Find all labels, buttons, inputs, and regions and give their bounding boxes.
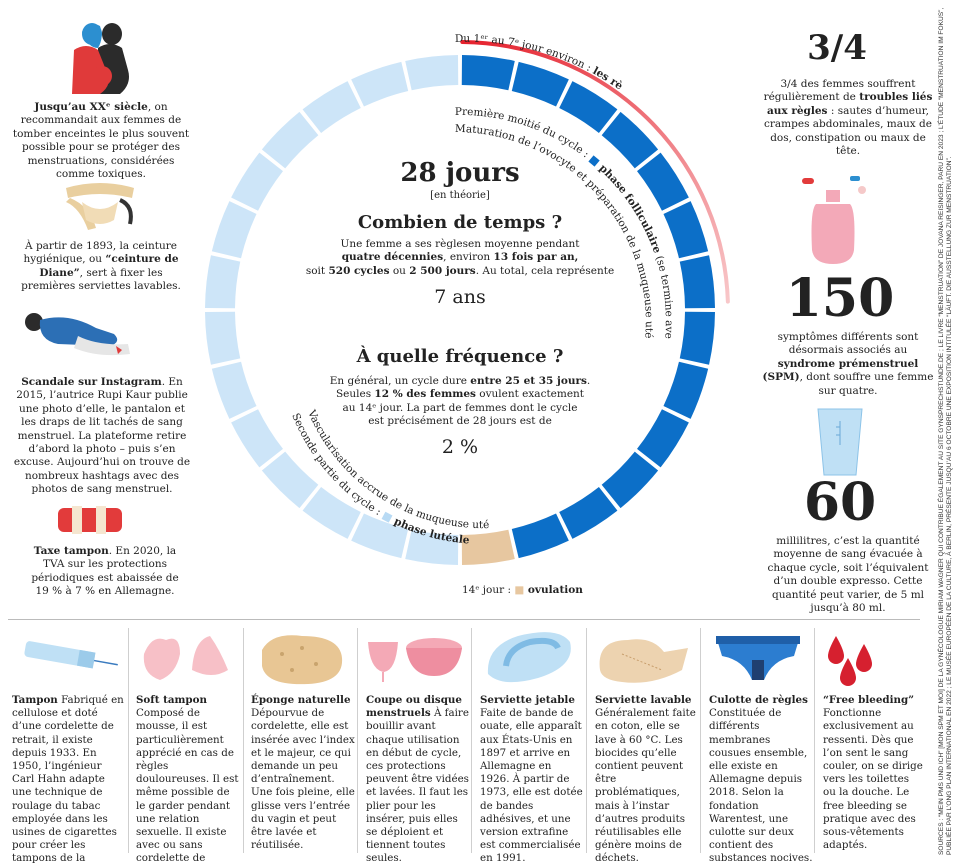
cycle-day-segment [461,529,515,565]
sponge-icon [262,635,343,685]
ovulation-label: 14ᵉ jour : ■ ovulation [462,584,583,596]
cycle-day-segment [261,451,319,509]
cycle-day-segment [679,255,715,309]
cycle-day-segment [302,487,361,539]
product-period-underwear: Culotte de règles Constituée de différent… [709,694,813,865]
cycle-day-segment [637,152,689,211]
cycle-segments [205,55,715,565]
cycle-day-segment [663,361,709,419]
q2-title: À quelle fréquence ? [356,346,564,367]
menstrual-cup-icon [368,638,462,682]
measuring-cup-icon [817,408,863,476]
cycle-day-segment [663,201,709,259]
cycle-day-segment [637,409,689,468]
cycle-day-segment [261,111,319,169]
product-soft-tampon: Soft tampon Composé de mousse, il est par… [136,694,239,865]
soft-tampon-icon [143,636,228,680]
stat-60-text: millilitres, c’est la quantité moyenne d… [767,535,929,615]
cycle-day-segment [351,61,409,107]
reclining-woman-illustration [25,313,130,356]
cycle-day-segment [679,311,715,365]
blood-drops-icon [828,636,872,686]
tampon-tax-illustration [58,506,122,534]
column-divider [586,628,587,853]
product-free-bleeding: “Free bleeding” Fonctionne exclusivement … [823,694,923,852]
product-reusable-pad: Serviette lavable Généralement faite en c… [595,694,696,865]
section-divider [8,619,920,620]
cycle-days: 28 jours [400,158,520,188]
q1-total: 7 ans [434,286,486,308]
cycle-day-segment [302,81,361,133]
disposable-pad-icon [487,632,571,683]
reusable-pad-icon [599,639,688,683]
cycle-day-segment [511,513,569,559]
cycle-day-segment [231,409,283,468]
stat-three-quarters: 3/4 [807,28,867,68]
cycle-day-segment [231,152,283,211]
stat-three-quarters-text: 3/4 des femmes souffrent régulièrement d… [763,78,933,158]
column-divider [243,628,244,853]
cycle-day-segment [601,111,659,169]
product-cup: Coupe ou disque menstruels À faire bouil… [366,694,469,865]
cycle-day-segment [461,55,515,91]
history-text-1: Jusqu’au XXᵉ siècle, on recommandait aux… [12,101,190,181]
q2-text: En général, un cycle dure entre 25 et 35… [329,375,591,428]
cycle-day-segment [211,201,257,259]
column-divider [814,628,815,853]
cycle-day-segment [405,529,459,565]
cycle-day-segment [205,311,241,365]
cycle-day-segment [559,487,618,539]
history-text-4: Taxe tampon. En 2020, la TVA sur les pro… [31,545,179,598]
cycle-ring: Du 1ᵉʳ au 7ᵉ jour environ : les règles P… [200,10,730,596]
q1-title: Combien de temps ? [357,212,563,233]
stat-150: 150 [785,268,895,329]
sources-text: SOURCES : “MEIN PMS UND ICH” [MON SPM ET… [938,7,954,855]
cycle-day-segment [205,255,241,309]
hot-water-bottle-illustration [802,176,866,264]
cycle-day-segment [211,361,257,419]
stat-60: 60 [803,472,877,533]
q1-text: Une femme a ses règlesen moyenne pendant… [305,238,615,277]
cycle-day-segment [511,61,569,107]
cycle-day-segment [351,513,409,559]
history-text-2: À partir de 1893, la ceinture hygiénique… [21,240,181,293]
cycle-day-segment [559,81,618,133]
tampon-icon [24,641,118,669]
stat-150-text: symptômes différents sont désormais asso… [762,331,934,397]
pregnant-women-illustration [72,23,129,94]
column-divider [128,628,129,853]
history-text-3: Scandale sur Instagram. En 2015, l’autri… [13,376,191,496]
left-column: Jusqu’au XXᵉ siècle, on recommandait aux… [0,0,200,610]
cycle-day-segment [405,55,459,91]
product-sponge: Éponge naturelle Dépourvue de cordelette,… [251,694,355,852]
sanitary-belt-illustration [66,183,134,230]
column-divider [357,628,358,853]
period-arc [460,40,730,304]
cycle-day-segment [601,451,659,509]
product-tampon: Tampon Fabriqué en cellulose et doté d’u… [12,694,124,865]
q2-total: 2 % [441,436,479,458]
column-divider [700,628,701,853]
column-divider [471,628,472,853]
cycle-note: [en théorie] [430,190,490,201]
product-disposable-pad: Serviette jetable Faite de bande de ouate… [480,694,583,865]
period-underwear-icon [716,636,800,680]
